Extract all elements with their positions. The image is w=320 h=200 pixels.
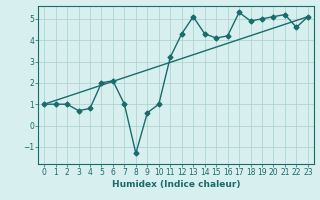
X-axis label: Humidex (Indice chaleur): Humidex (Indice chaleur)	[112, 180, 240, 189]
